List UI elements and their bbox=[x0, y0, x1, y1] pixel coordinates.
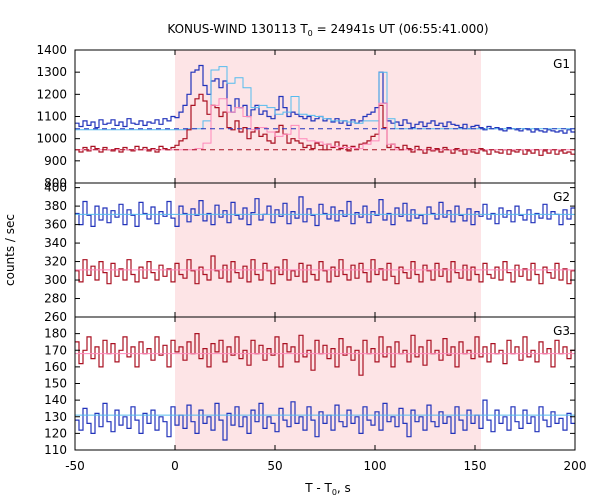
y-tick-label-g2-300: 300 bbox=[44, 273, 67, 287]
y-tick-label-g3-180: 180 bbox=[44, 327, 67, 341]
y-tick-label-g1-1200: 1200 bbox=[36, 87, 67, 101]
series-g1-blue-0 bbox=[75, 64, 575, 134]
burst-interval-g1 bbox=[175, 50, 481, 183]
y-tick-label-g3-150: 150 bbox=[44, 377, 67, 391]
y-tick-label-g1-1300: 1300 bbox=[36, 65, 67, 79]
y-tick-label-g2-400: 400 bbox=[44, 181, 67, 195]
y-tick-label-g1-900: 900 bbox=[44, 154, 67, 168]
x-tick-label--50: -50 bbox=[65, 459, 85, 473]
series-g3-blue-2 bbox=[75, 399, 575, 441]
y-tick-label-g2-260: 260 bbox=[44, 310, 67, 324]
series-g2-blue-0 bbox=[75, 196, 575, 227]
x-axis-label: T - T0, s bbox=[304, 481, 351, 497]
x-tick-label-0: 0 bbox=[171, 459, 179, 473]
y-tick-label-g2-360: 360 bbox=[44, 218, 67, 232]
y-tick-label-g1-1000: 1000 bbox=[36, 132, 67, 146]
y-tick-label-g2-280: 280 bbox=[44, 292, 67, 306]
y-tick-label-g2-340: 340 bbox=[44, 236, 67, 250]
series-g2-red-1 bbox=[75, 255, 575, 285]
x-tick-label-100: 100 bbox=[364, 459, 387, 473]
plot-area: 80090010001100120013001400G1260280300320… bbox=[36, 43, 586, 473]
panel-g1: 800 900 1000 1100 1200 1300 1400 G1 bbox=[36, 43, 576, 190]
x-tick-label-50: 50 bbox=[267, 459, 282, 473]
series-g1-red-2 bbox=[75, 93, 575, 156]
y-tick-label-g3-120: 120 bbox=[44, 426, 67, 440]
panel-g2: 260 280 300 320 340 360 380 400 G2 bbox=[44, 181, 576, 324]
y-tick-label-g3-110: 110 bbox=[44, 443, 67, 457]
y-tick-label-g2-320: 320 bbox=[44, 255, 67, 269]
y-tick-label-g3-160: 160 bbox=[44, 360, 67, 374]
y-tick-label-g2-380: 380 bbox=[44, 199, 67, 213]
panel-label-g3: G3 bbox=[553, 324, 570, 338]
x-tick-label-200: 200 bbox=[564, 459, 587, 473]
y-tick-label-g1-1100: 1100 bbox=[36, 110, 67, 124]
burst-interval-g2 bbox=[175, 183, 481, 317]
panel-g3: 110 120 130 140 150 160 170 180 G3 bbox=[44, 316, 576, 457]
panel-label-g1: G1 bbox=[553, 57, 570, 71]
panel-label-g2: G2 bbox=[553, 190, 570, 204]
burst-interval-g3 bbox=[175, 317, 481, 450]
y-tick-label-g3-140: 140 bbox=[44, 393, 67, 407]
y-tick-label-g1-800: 800 bbox=[44, 176, 67, 190]
series-g3-red-0 bbox=[75, 333, 575, 376]
y-tick-label-g1-1400: 1400 bbox=[36, 43, 67, 57]
x-tick-label-150: 150 bbox=[464, 459, 487, 473]
y-tick-label-g3-170: 170 bbox=[44, 343, 67, 357]
y-tick-label-g3-130: 130 bbox=[44, 410, 67, 424]
chart-title: KONUS-WIND 130113 T0 = 24941s UT (06:55:… bbox=[167, 22, 488, 38]
y-axis-label: counts / sec bbox=[3, 214, 17, 286]
